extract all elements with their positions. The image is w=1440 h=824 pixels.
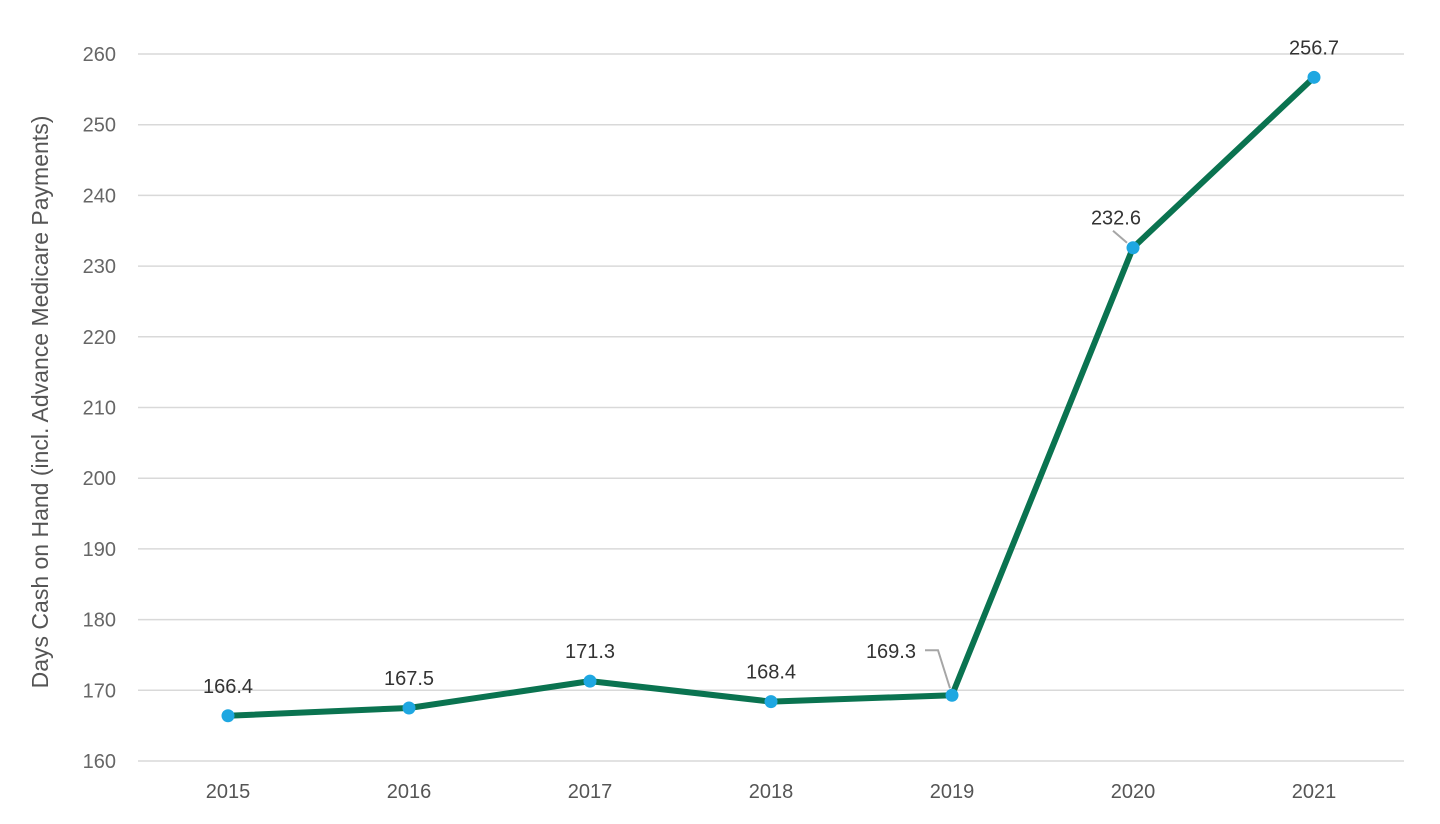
y-tick-label: 230	[83, 256, 116, 278]
data-label: 232.6	[1091, 208, 1141, 230]
data-point	[764, 695, 778, 709]
y-tick-label: 160	[83, 751, 116, 773]
data-label: 169.3	[866, 641, 916, 663]
data-point	[1126, 241, 1140, 255]
y-axis-title: Days Cash on Hand (incl. Advance Medicar…	[27, 116, 53, 689]
series-line-group	[221, 70, 1321, 723]
y-axis-ticks: 160 170 180 190 200 210 220 230 240 250 260	[83, 44, 116, 773]
x-axis-ticks: 2015 2016 2017 2018 2019 2020 2021	[206, 781, 1337, 803]
x-tick-label: 2019	[930, 781, 975, 803]
data-point	[1307, 70, 1321, 84]
data-label: 167.5	[384, 668, 434, 690]
y-tick-label: 260	[83, 44, 116, 66]
leader-line	[925, 649, 951, 689]
data-labels: 166.4 167.5 171.3 168.4 169.3 232.6 256.7	[203, 37, 1339, 697]
x-tick-label: 2018	[749, 781, 794, 803]
data-label: 171.3	[565, 641, 615, 663]
data-point	[583, 674, 597, 688]
data-point	[402, 701, 416, 715]
y-tick-label: 190	[83, 539, 116, 561]
y-tick-label: 180	[83, 610, 116, 632]
data-label: 256.7	[1289, 37, 1339, 59]
y-tick-label: 250	[83, 115, 116, 137]
y-tick-label: 200	[83, 468, 116, 490]
y-tick-label: 170	[83, 680, 116, 702]
gridlines	[138, 53, 1404, 762]
y-tick-label: 210	[83, 398, 116, 420]
x-tick-label: 2017	[568, 781, 613, 803]
x-tick-label: 2016	[387, 781, 432, 803]
x-tick-label: 2021	[1292, 781, 1337, 803]
data-label: 166.4	[203, 676, 253, 698]
data-label: 168.4	[746, 662, 796, 684]
data-point	[221, 709, 235, 723]
x-tick-label: 2015	[206, 781, 251, 803]
leader-line	[1112, 229, 1128, 244]
data-point	[945, 688, 959, 702]
y-tick-label: 220	[83, 327, 116, 349]
y-tick-label: 240	[83, 185, 116, 207]
x-tick-label: 2020	[1111, 781, 1156, 803]
